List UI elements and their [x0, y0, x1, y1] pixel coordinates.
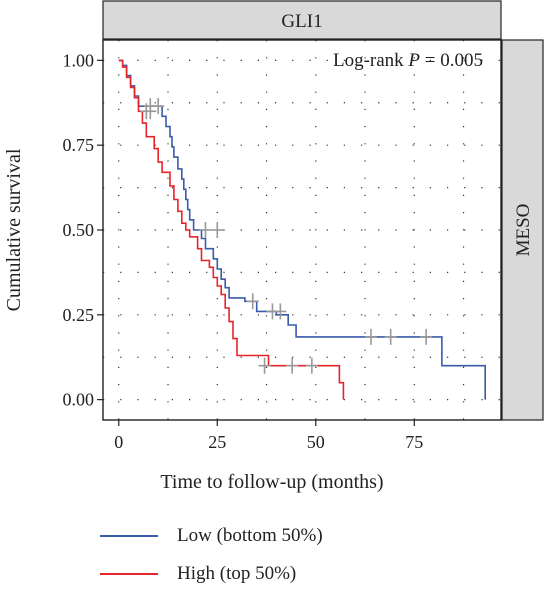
censor-mark-0-1	[152, 98, 165, 115]
y-tick-label-1: 0.25	[63, 305, 95, 325]
y-tick-label-2: 0.50	[63, 220, 95, 240]
facet-label-right: MESO	[513, 204, 534, 257]
x-tick-label-0: 0	[114, 432, 123, 452]
censor-mark-1-1	[144, 103, 157, 120]
annotation: Log-rank P = 0.005	[333, 50, 483, 71]
censor-mark-1-6	[305, 357, 318, 374]
x-tick-label-2: 50	[307, 432, 325, 452]
panel-background	[103, 40, 501, 420]
censor-mark-1-4	[258, 357, 271, 374]
x-tick-label-1: 25	[208, 432, 226, 452]
x-tick-label-3: 75	[405, 432, 423, 452]
censor-mark-1-5	[286, 357, 299, 374]
plot-panel: Log-rank P = 0.005	[102, 39, 502, 421]
censor-mark-0-5	[364, 328, 377, 345]
legend-item-low: Low (bottom 50%)	[100, 521, 400, 551]
y-axis-title: Cumulative survival	[3, 148, 25, 311]
censor-mark-0-7	[420, 328, 433, 345]
facet-label-top: GLI1	[281, 11, 322, 32]
y-tick-label-4: 1.00	[63, 50, 95, 70]
facet-strips: GLI1 MESO	[102, 0, 544, 421]
y-tick-label-0: 0.00	[63, 390, 95, 410]
censor-mark-0-4	[274, 303, 287, 320]
censor-mark-0-2	[246, 293, 259, 310]
censor-mark-1-2	[199, 222, 212, 238]
legend-item-high: High (top 50%)	[100, 559, 400, 589]
x-axis-title: Time to follow-up (months)	[160, 471, 383, 493]
survival-curve-1	[118, 59, 345, 400]
censor-mark-0-6	[384, 328, 397, 345]
y-tick-label-3: 0.75	[63, 135, 95, 155]
axes: 0 25 50 75 0.00 0.25 0.50 0.75 1.00 Time to follo…	[3, 50, 423, 493]
legend-swatch-low	[100, 535, 158, 537]
facet-strip-right	[501, 39, 544, 421]
legend-swatch-high	[100, 573, 158, 575]
legend-label-low: Low (bottom 50%)	[177, 525, 323, 546]
facet-strip-top	[102, 0, 502, 40]
legend-label-high: High (top 50%)	[177, 563, 297, 584]
censor-mark-1-3	[211, 222, 224, 238]
